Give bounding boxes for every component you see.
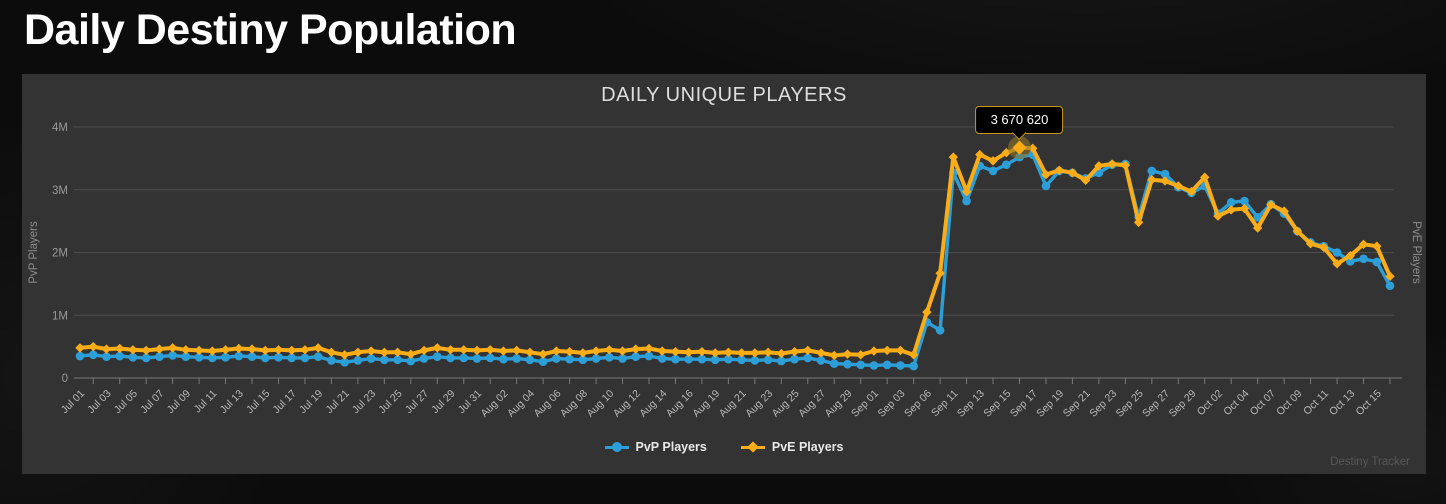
svg-text:Sep 23: Sep 23: [1087, 388, 1119, 420]
svg-text:Oct 13: Oct 13: [1327, 388, 1357, 418]
legend-item-pvp[interactable]: PvP Players: [604, 440, 707, 454]
svg-text:Sep 01: Sep 01: [849, 388, 881, 420]
svg-text:Sep 17: Sep 17: [1008, 388, 1040, 420]
svg-text:Sep 13: Sep 13: [955, 388, 987, 420]
svg-text:Oct 15: Oct 15: [1354, 388, 1384, 418]
legend-label-pve: PvE Players: [771, 440, 844, 454]
svg-text:Sep 27: Sep 27: [1140, 388, 1172, 420]
svg-text:Aug 23: Aug 23: [743, 388, 775, 420]
svg-text:Sep 19: Sep 19: [1034, 388, 1066, 420]
svg-text:Jul 11: Jul 11: [192, 388, 220, 416]
tooltip: 3 670 620: [975, 105, 1064, 134]
svg-text:Jul 17: Jul 17: [271, 388, 299, 416]
svg-text:Aug 25: Aug 25: [770, 388, 802, 420]
gridlines: [74, 126, 1394, 316]
svg-text:Jul 19: Jul 19: [297, 388, 325, 416]
svg-text:Aug 08: Aug 08: [558, 388, 590, 420]
svg-text:Oct 07: Oct 07: [1248, 388, 1278, 418]
legend: PvP Players PvE Players: [22, 440, 1426, 454]
svg-text:Oct 11: Oct 11: [1301, 388, 1331, 418]
svg-text:Oct 04: Oct 04: [1221, 388, 1251, 418]
svg-text:0: 0: [62, 373, 68, 385]
svg-text:Aug 27: Aug 27: [796, 388, 828, 420]
svg-text:Sep 06: Sep 06: [902, 388, 934, 420]
svg-text:4M: 4M: [52, 122, 68, 134]
svg-text:Jul 05: Jul 05: [112, 388, 140, 416]
svg-text:Jul 03: Jul 03: [85, 388, 113, 416]
svg-text:Sep 21: Sep 21: [1061, 388, 1093, 420]
x-axis-ticks: [92, 378, 1391, 384]
svg-text:1M: 1M: [52, 310, 68, 322]
svg-text:Jul 15: Jul 15: [244, 388, 272, 416]
highlighted-point[interactable]: [1007, 136, 1031, 160]
svg-text:Jul 21: Jul 21: [323, 388, 351, 416]
svg-text:Aug 02: Aug 02: [479, 388, 511, 420]
svg-text:Sep 29: Sep 29: [1167, 388, 1199, 420]
svg-text:Sep 25: Sep 25: [1114, 388, 1146, 420]
pvp-players-series[interactable]: [75, 150, 1395, 371]
svg-text:3M: 3M: [52, 185, 68, 197]
svg-text:Jul 09: Jul 09: [165, 388, 193, 416]
svg-text:Jul 01: Jul 01: [59, 388, 87, 416]
y-axis-right-title: PvE Players: [1410, 221, 1422, 284]
svg-text:Aug 16: Aug 16: [664, 388, 696, 420]
svg-text:Aug 21: Aug 21: [717, 388, 749, 420]
svg-text:Jul 29: Jul 29: [429, 388, 457, 416]
svg-text:Sep 03: Sep 03: [876, 388, 908, 420]
y-axis-labels: 0 1M 2M 3M 4M: [52, 122, 68, 385]
legend-item-pve[interactable]: PvE Players: [740, 440, 844, 454]
svg-text:Aug 12: Aug 12: [611, 388, 643, 420]
svg-text:Oct 09: Oct 09: [1274, 388, 1304, 418]
pve-marker-icon: [740, 441, 765, 453]
chart-title: DAILY UNIQUE PLAYERS: [601, 84, 847, 106]
svg-text:Aug 14: Aug 14: [637, 388, 669, 420]
svg-text:Jul 27: Jul 27: [403, 388, 431, 416]
page-title: Daily Destiny Population: [24, 6, 517, 54]
legend-label-pvp: PvP Players: [635, 440, 707, 454]
svg-text:Jul 25: Jul 25: [376, 388, 404, 416]
svg-text:Aug 04: Aug 04: [505, 388, 537, 420]
svg-text:Sep 11: Sep 11: [929, 388, 961, 420]
y-axis-left-title: PvP Players: [28, 221, 40, 284]
svg-text:Jul 13: Jul 13: [218, 388, 246, 416]
svg-text:Jul 23: Jul 23: [350, 388, 378, 416]
watermark: Destiny Tracker: [1330, 456, 1410, 468]
svg-text:Aug 29: Aug 29: [823, 388, 855, 420]
svg-text:Oct 02: Oct 02: [1195, 388, 1225, 418]
chart-panel: DAILY UNIQUE PLAYERS 0 1M 2M 3M 4M Jul 01 Jul …: [22, 74, 1426, 474]
svg-text:Sep 15: Sep 15: [981, 388, 1013, 420]
svg-text:Aug 19: Aug 19: [690, 388, 722, 420]
svg-text:2M: 2M: [52, 248, 68, 260]
svg-text:Aug 06: Aug 06: [531, 388, 563, 420]
pvp-marker-icon: [604, 442, 629, 452]
svg-text:Jul 07: Jul 07: [138, 388, 166, 416]
pve-players-series[interactable]: [75, 142, 1395, 361]
svg-text:Aug 10: Aug 10: [584, 388, 616, 420]
tooltip-value: 3 670 620: [990, 111, 1049, 127]
